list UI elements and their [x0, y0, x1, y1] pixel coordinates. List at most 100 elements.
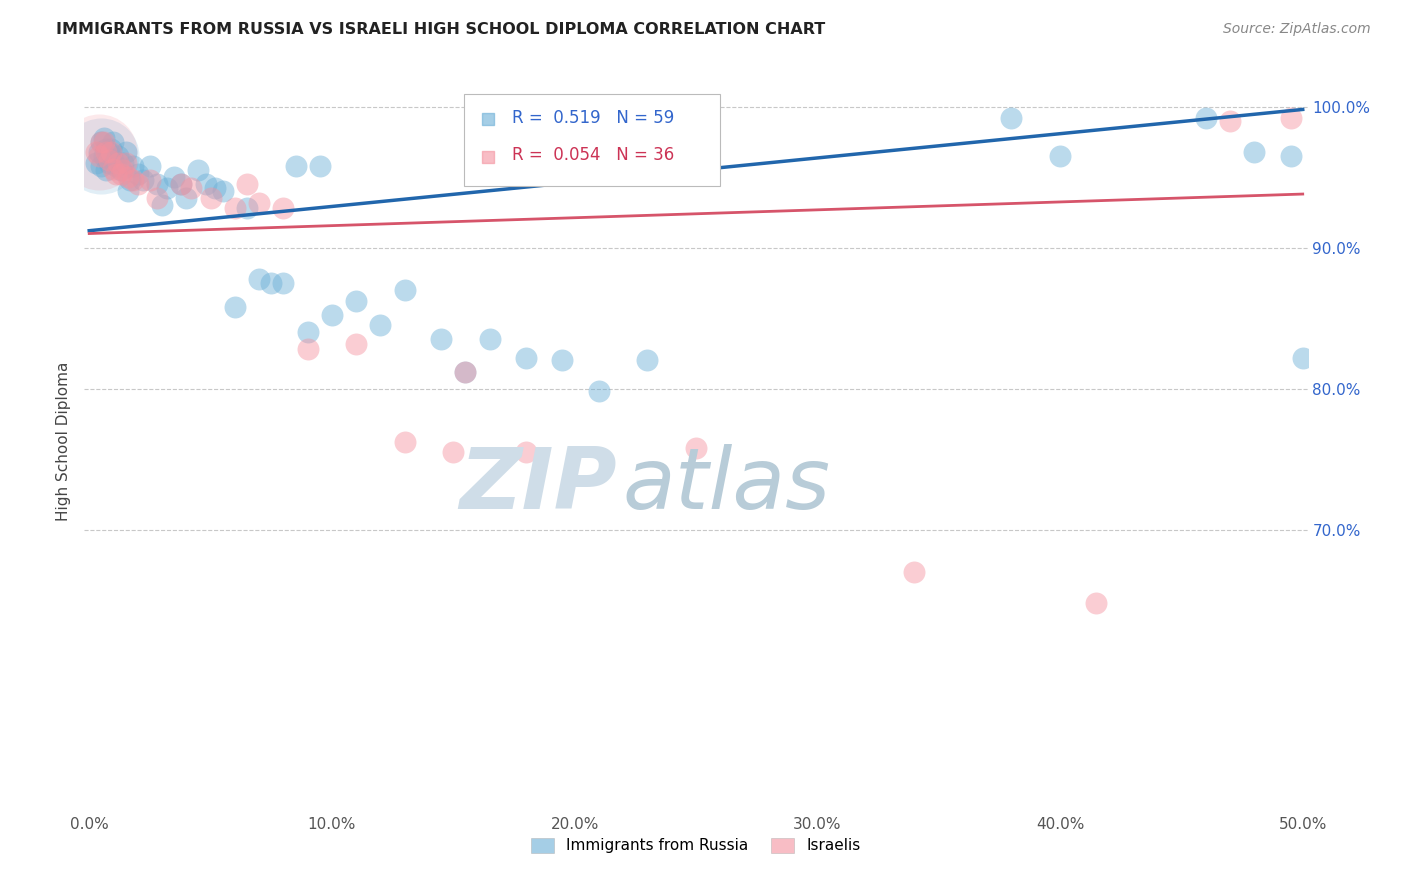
Point	[96, 145, 118, 159]
Point	[204, 181, 226, 195]
Point	[90, 159, 112, 173]
Point	[180, 181, 202, 195]
Point	[441, 445, 464, 459]
Point	[87, 149, 110, 163]
Point	[247, 271, 270, 285]
Point	[1279, 111, 1302, 125]
Point	[112, 163, 135, 178]
Point	[321, 309, 343, 323]
Point	[93, 130, 115, 145]
Point	[86, 156, 108, 170]
Point	[903, 565, 925, 579]
Point	[110, 163, 132, 178]
Point	[344, 336, 367, 351]
Point	[1219, 113, 1241, 128]
Legend: Immigrants from Russia, Israelis: Immigrants from Russia, Israelis	[524, 831, 868, 860]
Text: atlas: atlas	[623, 444, 831, 527]
Point	[90, 135, 112, 149]
Point	[112, 156, 135, 170]
Point	[430, 332, 453, 346]
Point	[515, 445, 537, 459]
Point	[394, 283, 416, 297]
Point	[515, 351, 537, 365]
Text: Source: ZipAtlas.com: Source: ZipAtlas.com	[1223, 22, 1371, 37]
Point	[879, 261, 901, 276]
Point	[194, 177, 217, 191]
Point	[200, 191, 222, 205]
Point	[636, 353, 658, 368]
Point	[174, 191, 197, 205]
Point	[93, 149, 115, 163]
Point	[139, 173, 162, 187]
Point	[170, 177, 193, 191]
Point	[273, 201, 295, 215]
Point	[454, 365, 477, 379]
Point	[114, 156, 136, 170]
Point	[247, 195, 270, 210]
Point	[107, 156, 129, 170]
FancyBboxPatch shape	[464, 94, 720, 186]
Text: R =  0.054   N = 36: R = 0.054 N = 36	[513, 146, 675, 164]
Point	[100, 145, 122, 159]
Point	[96, 142, 118, 156]
Point	[170, 177, 193, 191]
Point	[163, 170, 186, 185]
Point	[96, 163, 118, 178]
Point	[87, 145, 110, 159]
Point	[103, 153, 125, 168]
Point	[120, 173, 142, 187]
Point	[187, 163, 209, 178]
Point	[139, 159, 162, 173]
Point	[236, 177, 259, 191]
Point	[104, 159, 127, 173]
Point	[224, 201, 246, 215]
Point	[103, 135, 125, 149]
Point	[879, 191, 901, 205]
Point	[156, 181, 179, 195]
Point	[236, 201, 259, 215]
Point	[297, 325, 319, 339]
Point	[344, 294, 367, 309]
Point	[117, 170, 139, 185]
Point	[103, 161, 125, 176]
Point	[551, 353, 574, 368]
Point	[127, 167, 149, 181]
Point	[97, 145, 120, 159]
Point	[146, 177, 169, 191]
Point	[1000, 111, 1022, 125]
Point	[224, 300, 246, 314]
Point	[122, 173, 145, 187]
Text: IMMIGRANTS FROM RUSSIA VS ISRAELI HIGH SCHOOL DIPLOMA CORRELATION CHART: IMMIGRANTS FROM RUSSIA VS ISRAELI HIGH S…	[56, 22, 825, 37]
Point	[370, 318, 392, 333]
Point	[110, 167, 132, 181]
Point	[211, 184, 233, 198]
Point	[1195, 111, 1218, 125]
Point	[107, 149, 129, 163]
Point	[104, 167, 127, 181]
Point	[100, 142, 122, 156]
Point	[90, 135, 112, 149]
Point	[146, 191, 169, 205]
Point	[150, 198, 173, 212]
Point	[1279, 149, 1302, 163]
Point	[90, 149, 112, 163]
Point	[478, 332, 501, 346]
Point	[1243, 145, 1265, 159]
Point	[685, 441, 707, 455]
Point	[87, 145, 110, 159]
Point	[454, 365, 477, 379]
Point	[127, 177, 149, 191]
Point	[117, 184, 139, 198]
Point	[260, 276, 283, 290]
Text: ZIP: ZIP	[458, 444, 616, 527]
Point	[131, 173, 153, 187]
Point	[1292, 351, 1315, 365]
Point	[273, 276, 295, 290]
Text: R =  0.519   N = 59: R = 0.519 N = 59	[513, 109, 675, 127]
Point	[1085, 596, 1108, 610]
Point	[86, 145, 108, 159]
Point	[284, 159, 307, 173]
Point	[588, 384, 610, 399]
Point	[114, 145, 136, 159]
Y-axis label: High School Diploma: High School Diploma	[56, 362, 72, 521]
